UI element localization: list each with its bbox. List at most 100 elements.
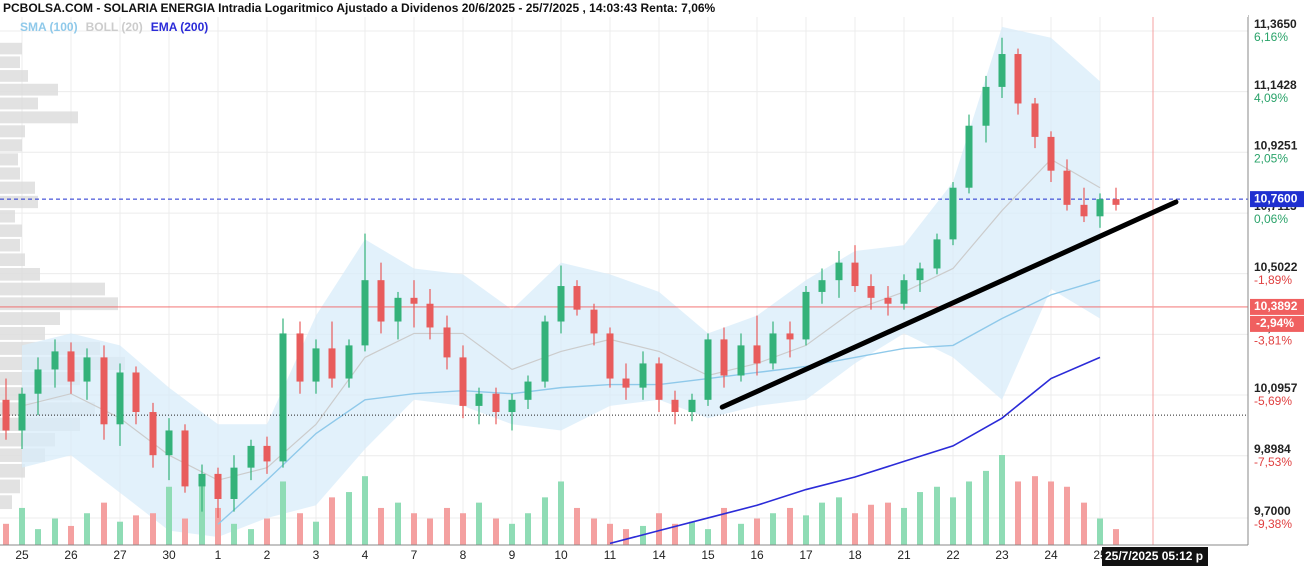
candle-body <box>1080 204 1088 217</box>
candle-body <box>443 327 451 358</box>
volume-bar <box>901 507 907 545</box>
candle-body <box>508 399 516 413</box>
candle-body <box>737 345 745 376</box>
volume-bar <box>68 525 74 545</box>
volume-bar <box>509 523 515 545</box>
volume-bar <box>329 497 335 545</box>
candle-body <box>475 393 483 406</box>
candle-body <box>100 357 108 425</box>
y-tick-label: 9,8984 <box>1254 442 1291 456</box>
volume-profile-bar <box>0 463 25 478</box>
volume-profile-bar <box>0 83 58 96</box>
candle-body <box>1047 136 1055 171</box>
volume-bar <box>84 513 90 545</box>
volume-bar <box>607 523 613 545</box>
candle-body <box>263 445 271 462</box>
volume-bar <box>35 529 41 545</box>
volume-bar <box>444 507 450 545</box>
x-tick-label: 11 <box>604 548 617 562</box>
pct-tick-label: -9,38% <box>1254 517 1292 531</box>
candle-body <box>1112 199 1120 205</box>
volume-profile-bar <box>0 195 38 209</box>
volume-profile-bar <box>0 297 118 311</box>
volume-bar <box>966 481 972 545</box>
candle-body <box>312 348 320 382</box>
volume-bar <box>280 481 286 545</box>
x-tick-label: 17 <box>799 548 813 562</box>
reference-pct-label: -2,94% <box>1256 316 1294 330</box>
volume-profile-bar <box>0 125 25 138</box>
candle-body <box>900 280 908 304</box>
x-tick-label: 22 <box>946 548 960 562</box>
candle-body <box>361 280 369 346</box>
candle-body <box>769 333 777 364</box>
y-tick-label: 10,9251 <box>1254 138 1298 152</box>
volume-bar <box>917 492 923 545</box>
pct-tick-label: -3,81% <box>1254 334 1292 348</box>
y-tick-label: 10,0957 <box>1254 381 1298 395</box>
volume-bar <box>656 513 662 545</box>
candle-body <box>198 473 206 487</box>
current-price-box <box>1250 191 1304 208</box>
volume-profile-bar <box>0 139 22 152</box>
volume-bar <box>166 486 172 545</box>
x-tick-label: 23 <box>995 548 1009 562</box>
candle-body <box>410 297 418 304</box>
pct-tick-label: 2,05% <box>1254 151 1288 165</box>
candle-body <box>851 262 859 287</box>
candle-body <box>753 345 761 364</box>
volume-profile-bar <box>0 238 20 252</box>
volume-bar <box>1032 476 1038 545</box>
legend-ema: EMA (200) <box>151 20 209 34</box>
x-tick-label: 27 <box>113 548 127 562</box>
candle-body <box>247 445 255 468</box>
volume-bar <box>395 502 401 545</box>
volume-bar <box>117 521 123 545</box>
candle-body <box>573 286 581 310</box>
candle-body <box>1031 103 1039 137</box>
volume-bar <box>248 529 254 545</box>
y-tick-label: 10,5022 <box>1254 260 1298 274</box>
volume-bar <box>3 523 9 545</box>
volume-profile-bar <box>0 56 20 69</box>
candle-body <box>51 351 59 370</box>
candle-body <box>230 467 238 499</box>
volume-bar <box>983 470 989 545</box>
candle-body <box>639 363 647 388</box>
volume-bar <box>460 513 466 545</box>
main-layer <box>0 15 1248 545</box>
candle-body <box>34 369 42 394</box>
volume-profile-bar <box>0 479 20 494</box>
candle-body <box>165 430 173 456</box>
candle-body <box>933 239 941 269</box>
volume-bar <box>525 513 531 545</box>
candle-body <box>1014 54 1022 104</box>
candle-body <box>965 125 973 188</box>
volume-bar <box>1113 529 1119 545</box>
volume-profile-bar <box>0 282 105 296</box>
candle-body <box>116 372 124 425</box>
volume-bar <box>819 502 825 545</box>
volume-bar <box>950 497 956 545</box>
candle-body <box>916 268 924 281</box>
candle-body <box>459 357 467 406</box>
x-tick-label: 2 <box>264 548 271 562</box>
volume-bar <box>493 518 499 545</box>
volume-bar <box>803 515 809 545</box>
volume-bar <box>346 492 352 545</box>
candle-body <box>181 430 189 487</box>
pct-tick-label: 0,06% <box>1254 212 1288 226</box>
candle-body <box>2 399 10 431</box>
volume-profile-bar <box>0 153 18 166</box>
candle-body <box>1096 199 1104 217</box>
volume-bar <box>689 521 695 545</box>
candle-body <box>688 399 696 413</box>
reference-price-box <box>1250 298 1304 315</box>
volume-profile-bar <box>0 210 15 223</box>
volume-profile-bar <box>0 97 38 110</box>
volume-bar <box>1064 486 1070 545</box>
volume-bar <box>542 497 548 545</box>
chart-title: PCBOLSA.COM - SOLARIA ENERGIA Intradia L… <box>3 1 716 15</box>
x-tick-label: 25 <box>15 548 29 562</box>
